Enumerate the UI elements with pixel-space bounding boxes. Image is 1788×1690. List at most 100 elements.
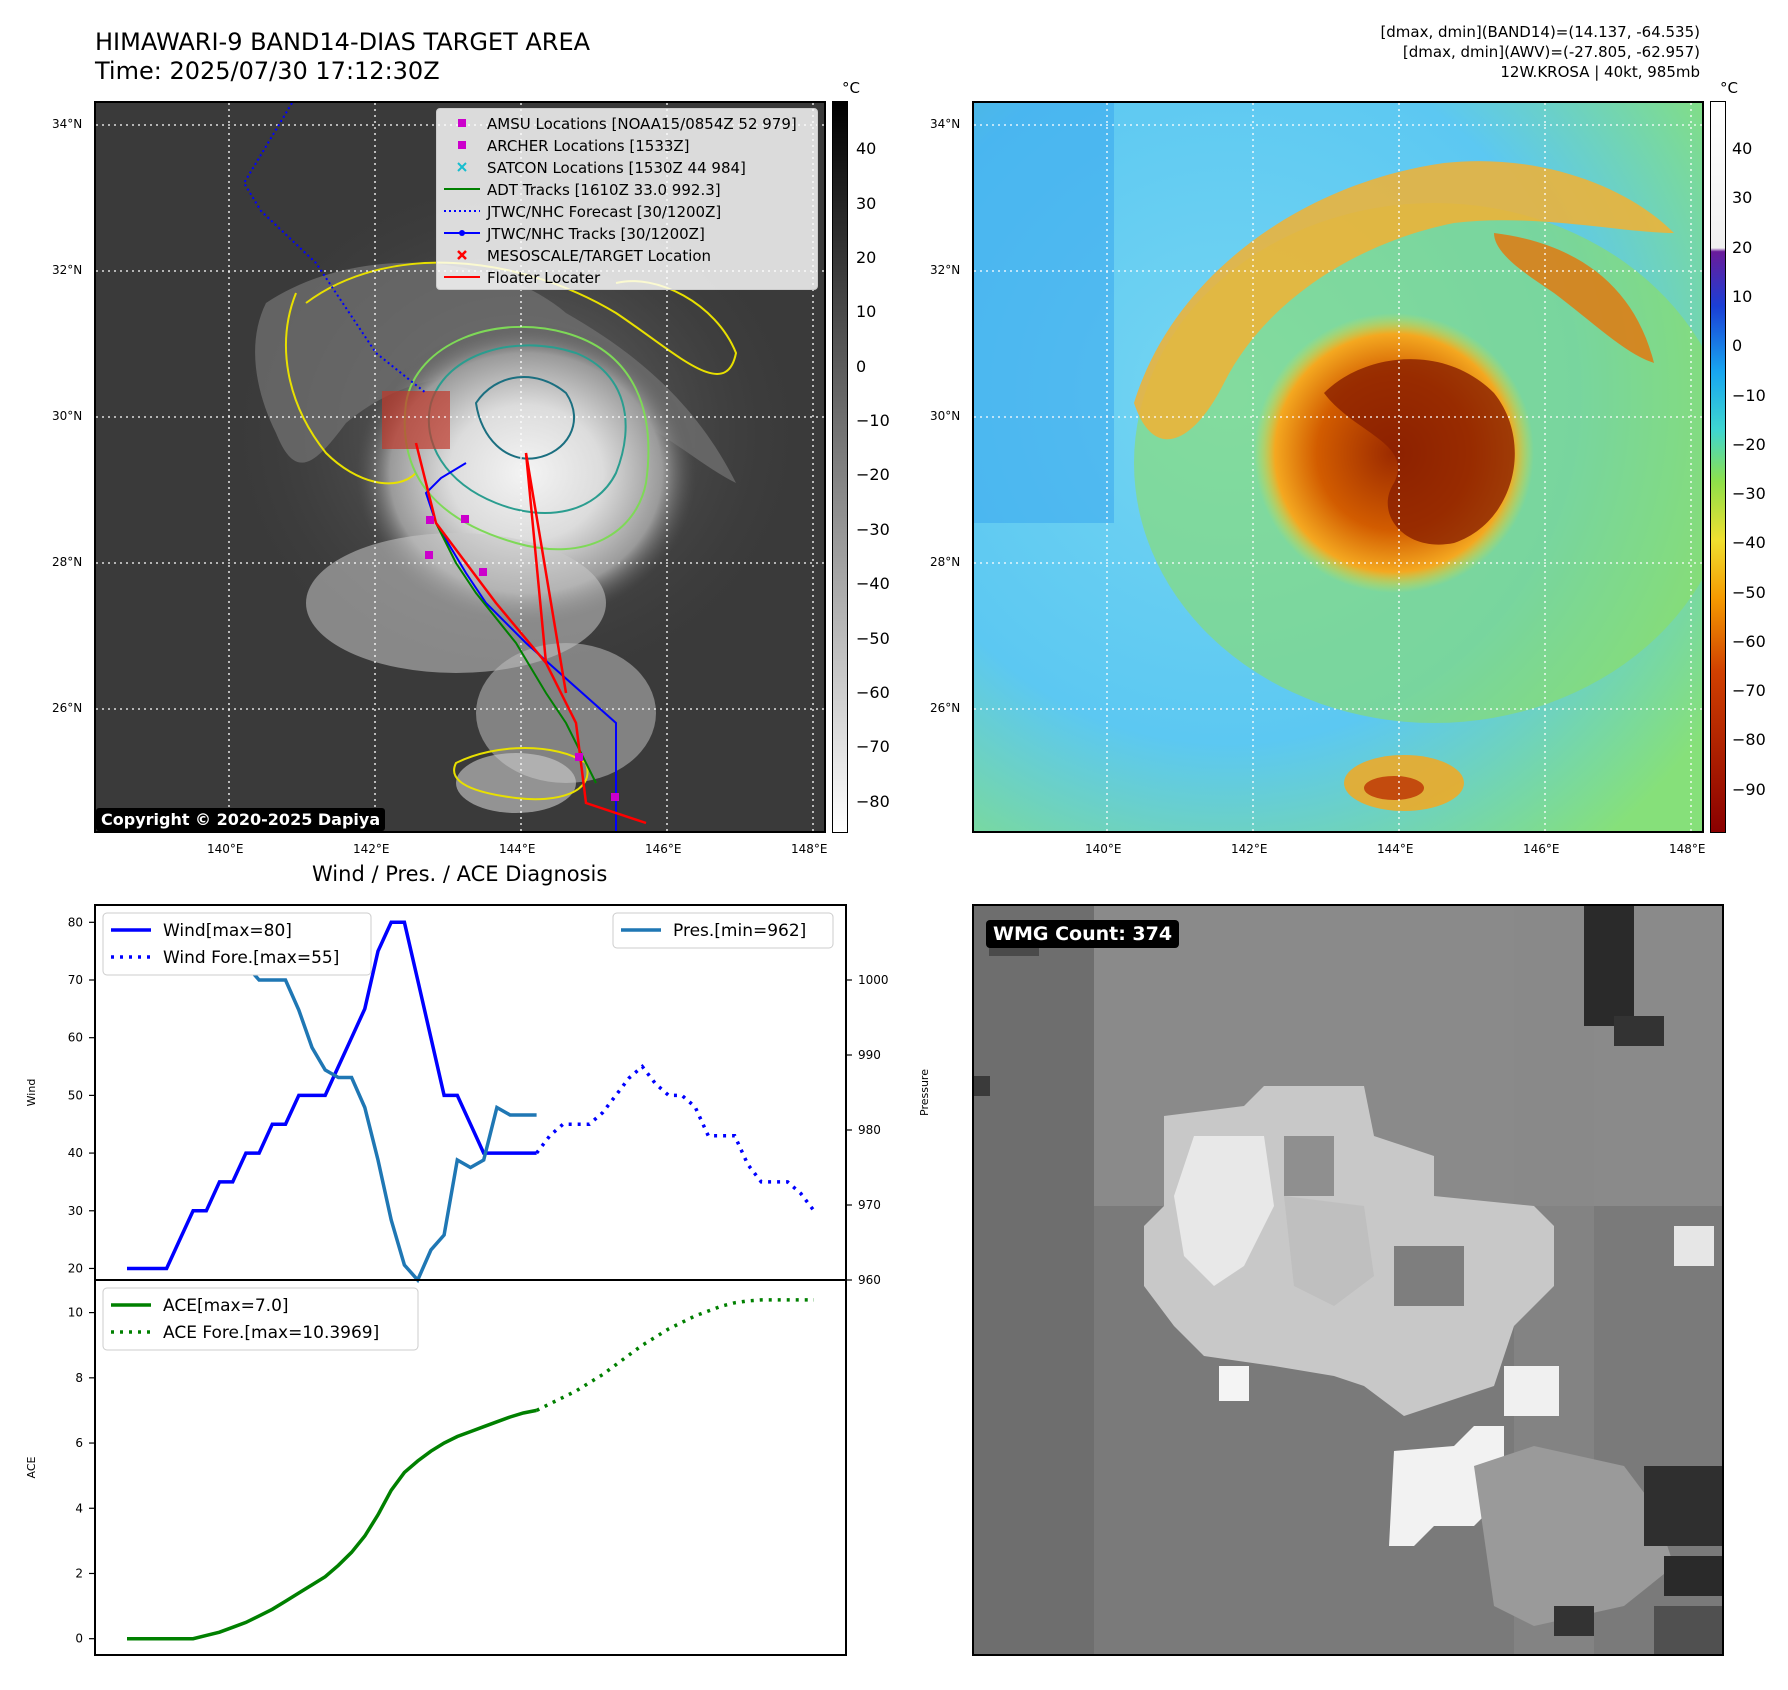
lat-label: 34°N (52, 117, 83, 131)
colorbar-tick-label: 30 (856, 193, 877, 213)
dmax-band14-info: [dmax, dmin](BAND14)=(14.137, -64.535) (1380, 23, 1700, 41)
lon-label: 148°E (1669, 842, 1706, 856)
wv-colorbar (1710, 101, 1726, 833)
map-legend: AMSU Locations [NOAA15/0854Z 52 979] ARC… (436, 108, 818, 290)
series-line (535, 1298, 814, 1412)
colorbar-tick-label: 0 (856, 356, 867, 376)
y-tick-label: 80 (68, 915, 83, 929)
colorbar-tick-label: −70 (856, 737, 890, 757)
colorbar-tick-label: 40 (1732, 139, 1753, 159)
colorbar-tick-label: −30 (1732, 484, 1766, 504)
colorbar-tick-label: −90 (1732, 779, 1766, 799)
ace-chart: 0 2 4 6 8 10 ACE ACE[max=7.0] ACE Fore.[max=10.3… (25, 1279, 847, 1656)
lon-label: 146°E (1523, 842, 1560, 856)
chart-legend: Wind[max=80] Wind Fore.[max=55] (102, 912, 372, 976)
y-tick-label: 30 (68, 1204, 83, 1218)
legend-box (612, 912, 834, 949)
colorbar-tick-label: 30 (1732, 188, 1753, 208)
y-tick-label: 2 (75, 1566, 83, 1580)
chart-legend: ACE[max=7.0] ACE Fore.[max=10.3969] (102, 1287, 419, 1351)
y2-tick-label: 970 (858, 1198, 881, 1212)
lat-label: 32°N (930, 263, 961, 277)
wind-pressure-chart: 20 30 40 50 60 70 80 Wind 960 970 980 990 1000 Pressu… (25, 904, 931, 1287)
lon-label: 146°E (645, 842, 682, 856)
colorbar-tick-label: −20 (856, 465, 890, 485)
lat-label: 34°N (930, 117, 961, 131)
ir-satellite-panel: AMSU Locations [NOAA15/0854Z 52 979] ARC… (94, 101, 826, 833)
y2-tick-label: 1000 (858, 973, 889, 987)
dmax-awv-info: [dmax, dmin](AWV)=(-27.805, -62.957) (1402, 43, 1700, 61)
copyright-label: Copyright © 2020-2025 Dapiya (96, 808, 386, 831)
lon-label: 144°E (499, 842, 536, 856)
wv-satellite-image (974, 103, 1702, 831)
lat-label: 26°N (52, 701, 83, 715)
lon-label: 140°E (207, 842, 244, 856)
colorbar-tick-label: −50 (1732, 582, 1766, 602)
colorbar-tick-label: −60 (1732, 631, 1766, 651)
legend-label: ACE[max=7.0] (163, 1296, 289, 1316)
storm-info: 12W.KROSA | 40kt, 985mb (1500, 63, 1700, 81)
colorbar-tick-label: −10 (1732, 385, 1766, 405)
plot-frame (94, 1279, 847, 1656)
y-tick-label: 8 (75, 1371, 83, 1385)
y-tick-label: 4 (75, 1501, 83, 1515)
lon-label: 144°E (1377, 842, 1414, 856)
legend-label: Wind Fore.[max=55] (163, 948, 339, 968)
y-axis-label: Wind (25, 1079, 38, 1107)
diagnosis-title: Wind / Pres. / ACE Diagnosis (312, 862, 608, 886)
y-tick-label: 10 (68, 1306, 83, 1320)
wmg-count-label: WMG Count: 374 (986, 920, 1180, 948)
ir-colorbar (832, 101, 848, 833)
colorbar-tick-label: −10 (856, 411, 890, 431)
lon-label: 140°E (1085, 842, 1122, 856)
colorbar-tick-label: −80 (1732, 730, 1766, 750)
lon-label: 142°E (353, 842, 390, 856)
lat-label: 28°N (52, 555, 83, 569)
colorbar-tick-label: −70 (1732, 681, 1766, 701)
lon-label: 148°E (791, 842, 828, 856)
chart-title: HIMAWARI-9 BAND14-DIAS TARGET AREA (95, 28, 591, 56)
lon-label: 142°E (1231, 842, 1268, 856)
colorbar-tick-label: 10 (1732, 287, 1753, 306)
y-tick-label: 40 (68, 1146, 83, 1160)
legend-label: Wind[max=80] (163, 921, 292, 941)
colorbar-tick-label: 40 (856, 139, 877, 159)
y-axis-label: ACE (25, 1456, 38, 1478)
colorbar-tick-label: −20 (1732, 434, 1766, 454)
lat-label: 26°N (930, 701, 961, 715)
series-line (535, 1063, 816, 1212)
colorbar-tick-label: −40 (856, 574, 890, 594)
y-tick-label: 20 (68, 1261, 83, 1275)
colorbar-tick-label: 20 (1732, 237, 1753, 257)
legend-label: Pres.[min=962] (673, 921, 806, 941)
y-tick-label: 50 (68, 1088, 83, 1102)
wmg-image (974, 906, 1722, 1654)
colorbar-tick-label: −30 (856, 519, 890, 539)
colorbar-tick-label: −50 (856, 628, 890, 648)
wv-satellite-panel (972, 101, 1704, 833)
wmg-panel: WMG Count: 374 (972, 904, 1724, 1656)
wv-colorbar-unit: °C (1720, 79, 1738, 97)
colorbar-tick-label: 20 (856, 247, 877, 267)
colorbar-tick-label: −80 (856, 791, 890, 811)
lat-label: 30°N (930, 409, 961, 423)
series-line (127, 920, 537, 1271)
y2-tick-label: 990 (858, 1048, 881, 1062)
legend-label: ACE Fore.[max=10.3969] (163, 1323, 379, 1343)
colorbar-tick-label: −40 (1732, 533, 1766, 553)
y2-tick-label: 980 (858, 1123, 881, 1137)
legend-box (102, 912, 372, 976)
chart-legend: Pres.[min=962] (612, 912, 834, 949)
lat-label: 30°N (52, 409, 83, 423)
lat-label: 32°N (52, 263, 83, 277)
y2-axis-label: Pressure (918, 1069, 931, 1116)
colorbar-tick-label: −60 (856, 683, 890, 703)
ir-colorbar-unit: °C (842, 79, 860, 97)
y-tick-label: 6 (75, 1436, 83, 1450)
diagnosis-chart: 20304050607080Wind9609709809901000Pressu… (25, 904, 931, 1656)
y-tick-label: 70 (68, 973, 83, 987)
colorbar-tick-label: 0 (1732, 336, 1743, 356)
legend-box (102, 1287, 419, 1351)
lat-label: 28°N (930, 555, 961, 569)
y-tick-label: 0 (75, 1632, 83, 1646)
